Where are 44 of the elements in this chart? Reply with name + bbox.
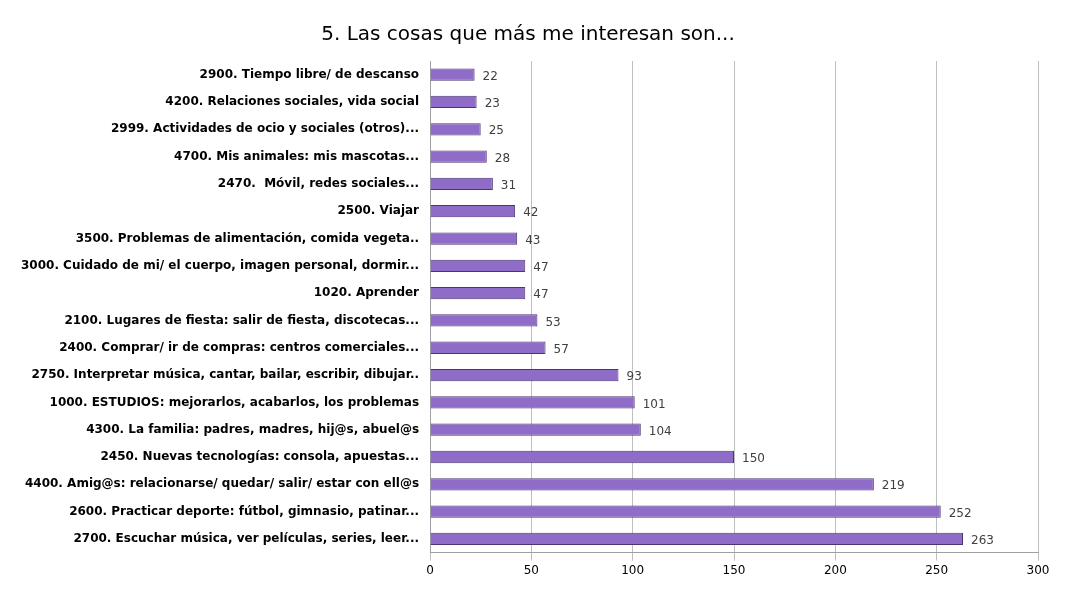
y-tick-label: 4200. Relaciones sociales, vida social [165,94,420,109]
data-label: 28 [494,150,511,165]
y-tick-label: 2999. Actividades de ocio y sociales (otros)... [110,121,420,136]
data-label: 150 [742,451,765,466]
y-tick-label: 2400. Comprar/ ir de compras: centros comerciales... [59,339,420,354]
data-label: 25 [488,123,504,138]
data-label: 47 [533,259,549,274]
y-tick-label: 1000. ESTUDIOS: mejorarlos, acabarlos, los problemas [49,394,420,409]
data-label: 43 [525,232,541,247]
data-label: 42 [523,205,539,220]
y-tick-label: 2100. Lugares de fiesta: salir de fiesta, discotecas... [64,312,420,327]
data-label: 252 [948,505,972,520]
y-tick-label: 2470. Móvil, redes sociales... [217,176,420,191]
data-label: 219 [881,478,905,493]
x-tick-label: 50 [523,562,539,577]
data-label: 31 [500,178,517,193]
chart-title: 5. Las cosas que más me interesan son... [321,21,735,46]
x-tick-label: 300 [1026,562,1050,577]
x-tick-label: 250 [925,562,949,577]
y-tick-label: 2900. Tiempo libre/ de descanso [199,66,420,81]
y-tick-label: 2600. Practicar deporte: fútbol, gimnasio, patinar... [69,503,420,518]
y-tick-label: 1020. Aprender [313,285,420,300]
data-label: 53 [545,314,561,329]
y-tick-label: 3500. Problemas de alimentación, comida vegeta.. [75,230,420,245]
data-label: 104 [648,423,672,438]
data-label: 23 [484,96,500,111]
y-tick-label: 4400. Amig@s: relacionarse/ quedar/ salir/ estar con ell@s [24,476,420,491]
y-tick-label: 4700. Mis animales: mis mascotas... [174,148,420,163]
y-tick-label: 2750. Interpretar música, cantar, bailar, escribir, dibujar.. [31,367,420,382]
y-tick-label: 2700. Escuchar música, ver películas, series, leer... [73,531,420,546]
data-label: 93 [626,369,642,384]
data-label: 101 [642,396,666,411]
y-tick-label: 2500. Viajar [337,203,420,218]
x-tick-label: 200 [823,562,847,577]
y-tick-label: 4300. La familia: padres, madres, hij@s, abuel@s [86,421,420,436]
x-tick-label: 100 [621,562,645,577]
x-tick-label: 150 [722,562,746,577]
y-tick-label: 2450. Nuevas tecnologías: consola, apuestas... [100,449,420,464]
data-label: 57 [553,341,569,356]
y-tick-label: 3000. Cuidado de mi/ el cuerpo, imagen personal, dormir... [20,257,420,272]
data-label: 263 [971,533,994,548]
x-tick-label: 0 [426,562,434,577]
data-label: 47 [533,287,549,302]
data-label: 22 [482,68,498,83]
